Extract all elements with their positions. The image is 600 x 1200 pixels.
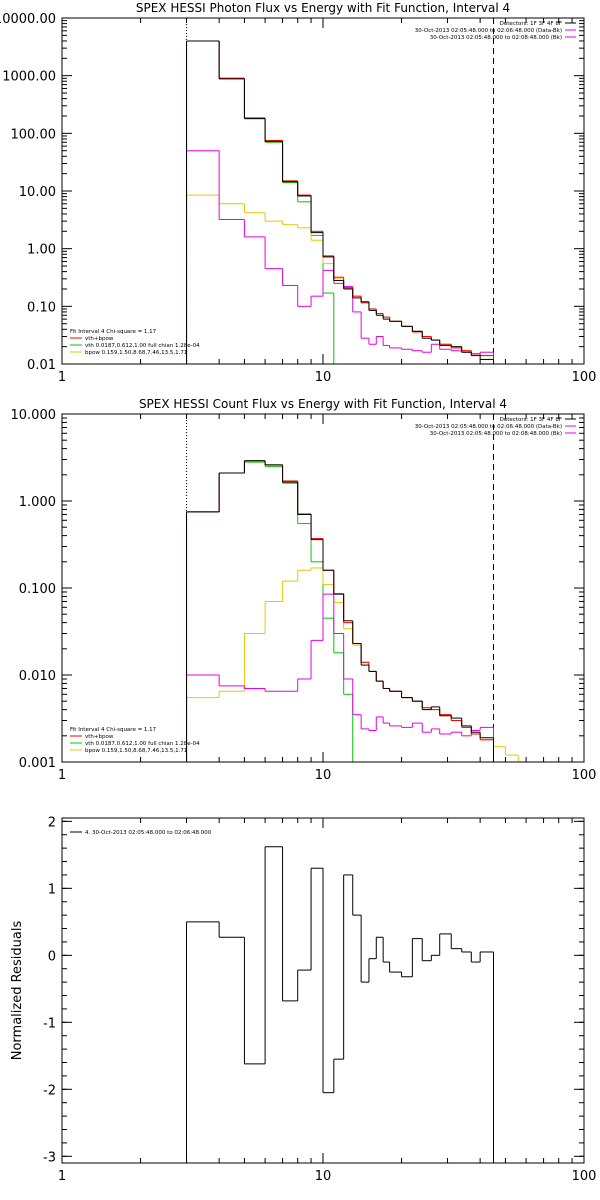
x-tick-label: 1 (58, 370, 66, 385)
y-tick-label: 1.00 (27, 243, 56, 258)
legend-top-left: 4. 30-Oct-2013 02:05:48.000 to 02:06:48.… (70, 830, 212, 836)
chart-title: SPEX HESSI Count Flux vs Energy with Fit… (139, 397, 507, 411)
y-tick-label: 2 (48, 815, 56, 830)
legend-entry: Detectors: 1F 3F 4F 8F (500, 21, 562, 27)
legend-entry: 30-Oct-2013 02:05:48.000 to 02:08:48.000… (430, 431, 562, 437)
y-tick-label: 1000.00 (2, 70, 56, 85)
series-vth (186, 461, 362, 762)
series-bpow (186, 567, 544, 762)
y-tick-label: 10.00 (19, 185, 56, 200)
y-tick-label: 1.000 (19, 495, 56, 510)
x-tick-label: 100 (572, 1169, 597, 1184)
series-data (186, 460, 494, 762)
y-tick-label: 0.010 (19, 669, 56, 684)
plot-frame (61, 817, 585, 1164)
series-data (186, 40, 494, 364)
series-total_model (186, 460, 494, 762)
legend-entry: vth 0.0187,0.612,1.00 full chian 1.28e-0… (85, 343, 200, 349)
y-tick-label: -2 (43, 1083, 56, 1098)
y-tick-label: 100.00 (11, 127, 57, 142)
legend-entry: 30-Oct-2013 02:05:48.000 to 02:06:48.000… (415, 28, 562, 34)
legend-bottom-left: Fit Interval 4 Chi-square = 1.17vth+bpow… (70, 329, 200, 356)
legend-entry: 30-Oct-2013 02:05:48.000 to 02:06:48.000… (415, 424, 562, 430)
series-layer (186, 460, 544, 762)
y-tick-label: 10.000 (11, 408, 57, 423)
legend-entry: Fit Interval 4 Chi-square = 1.17 (70, 329, 157, 335)
legend-entry: bpow 0.159,1.50,8.68,7.46,13.5,1.71 (85, 350, 187, 356)
y-axis-label: Normalized Residuals (10, 921, 25, 1061)
y-tick-label: -3 (43, 1150, 56, 1165)
x-tick-label: 10 (315, 370, 332, 385)
panel-photon: SPEX HESSI Photon Flux vs Energy with Fi… (0, 1, 596, 385)
legend-entry: vth+bpow (85, 336, 114, 342)
x-tick-label: 1 (58, 1169, 66, 1184)
legend-entry: vth 0.0187,0.612,1.00 full chian 1.28e-0… (85, 741, 200, 747)
x-tick-label: 100 (572, 768, 597, 783)
y-tick-label: 0.100 (19, 582, 56, 597)
legend-entry: vth+bpow (85, 734, 114, 740)
legend-entry: Detectors: 1F 3F 4F 8F (500, 417, 562, 423)
x-tick-label: 100 (572, 370, 597, 385)
y-tick-label: 0.10 (27, 300, 56, 315)
y-tick-label: 0.01 (27, 358, 56, 373)
x-tick-label: 10 (315, 1169, 332, 1184)
series-background (186, 150, 494, 364)
legend-entry: bpow 0.159,1.50,8.68,7.46,13.5,1.71 (85, 748, 187, 754)
y-tick-label: 0.001 (19, 756, 56, 771)
y-tick-label: 10000.00 (0, 12, 56, 27)
y-tick-label: 1 (48, 882, 56, 897)
legend-entry: 30-Oct-2013 02:05:48.000 to 02:08:48.000… (430, 35, 562, 41)
series-layer (186, 40, 494, 364)
legend-entry: 4. 30-Oct-2013 02:05:48.000 to 02:06:48.… (85, 830, 212, 836)
chart-title: SPEX HESSI Photon Flux vs Energy with Fi… (136, 1, 510, 15)
plot-frame (61, 17, 585, 365)
legend-entry: Fit Interval 4 Chi-square = 1.17 (70, 727, 157, 733)
y-tick-label: 0 (48, 949, 56, 964)
x-tick-label: 10 (315, 768, 332, 783)
legend-bottom-left: Fit Interval 4 Chi-square = 1.17vth+bpow… (70, 727, 200, 754)
series-data (186, 846, 494, 1163)
series-layer (186, 846, 494, 1163)
x-tick-label: 1 (58, 768, 66, 783)
series-background (186, 593, 494, 762)
panel-residuals: Normalized Residuals 1 10 100 -3 -2 -1 0 1 2 4. 30… (10, 815, 596, 1184)
panel-count: SPEX HESSI Count Flux vs Energy with Fit… (11, 397, 597, 783)
y-tick-label: -1 (43, 1016, 56, 1031)
plot-frame (61, 413, 585, 763)
